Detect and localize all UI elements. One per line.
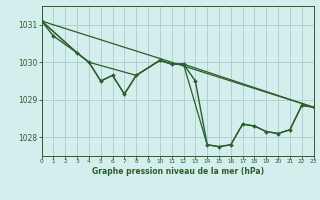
X-axis label: Graphe pression niveau de la mer (hPa): Graphe pression niveau de la mer (hPa) bbox=[92, 167, 264, 176]
